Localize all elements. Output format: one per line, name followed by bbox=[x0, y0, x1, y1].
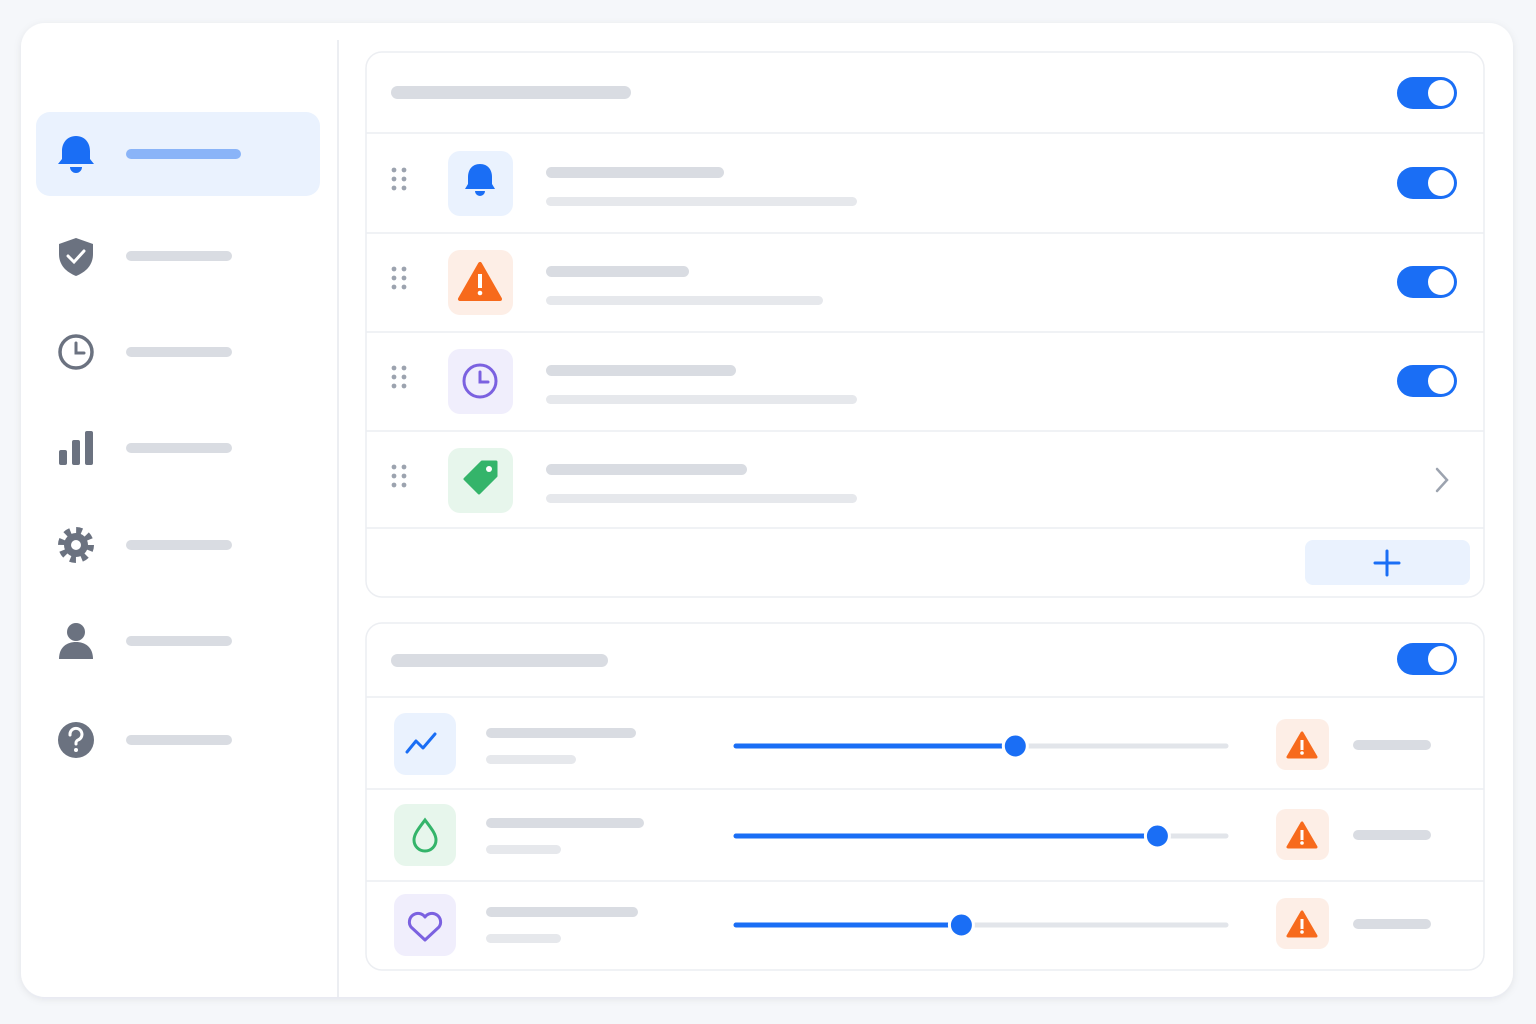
toggle[interactable] bbox=[1397, 167, 1457, 199]
row-title bbox=[546, 167, 724, 178]
nav-item-notifications[interactable] bbox=[36, 112, 320, 196]
drag-dot bbox=[401, 275, 407, 281]
toggle[interactable] bbox=[1397, 266, 1457, 298]
drag-dot bbox=[391, 464, 397, 470]
threshold-panel bbox=[365, 622, 1485, 971]
drag-dot bbox=[391, 266, 397, 272]
row-subtitle bbox=[546, 197, 857, 206]
nav-item-settings[interactable] bbox=[58, 527, 232, 563]
row-title bbox=[546, 464, 747, 475]
drag-dot bbox=[391, 167, 397, 173]
drag-dot bbox=[401, 473, 407, 479]
toggle-knob bbox=[1428, 646, 1454, 672]
list-row bbox=[391, 266, 823, 305]
drag-dot bbox=[401, 365, 407, 371]
slider-thumb[interactable] bbox=[1143, 822, 1171, 850]
row-title bbox=[486, 818, 644, 828]
nav-item-stats[interactable] bbox=[59, 431, 232, 465]
drag-dot bbox=[401, 284, 407, 290]
drag-dot bbox=[391, 482, 397, 488]
row-value bbox=[1353, 830, 1431, 840]
nav-item-history[interactable] bbox=[58, 334, 232, 370]
list-row bbox=[391, 464, 857, 503]
list-row bbox=[391, 365, 857, 404]
toggle[interactable] bbox=[1397, 643, 1457, 675]
drag-dot bbox=[391, 185, 397, 191]
row-title bbox=[486, 728, 636, 738]
drag-dot bbox=[401, 383, 407, 389]
row-subtitle bbox=[486, 755, 576, 764]
warning-mark bbox=[1300, 740, 1304, 750]
threshold-row bbox=[486, 719, 1431, 770]
row-value bbox=[1353, 740, 1431, 750]
nav-item-help[interactable] bbox=[58, 722, 232, 758]
row-title bbox=[546, 266, 689, 277]
row-subtitle bbox=[546, 296, 823, 305]
drag-dot bbox=[391, 365, 397, 371]
row-subtitle bbox=[486, 845, 561, 854]
notification-panel bbox=[365, 51, 1485, 598]
row-title bbox=[546, 365, 736, 376]
threshold-row bbox=[486, 898, 1431, 949]
toggle-knob bbox=[1428, 80, 1454, 106]
drag-dot bbox=[401, 185, 407, 191]
toggle-knob bbox=[1428, 170, 1454, 196]
slider-thumb[interactable] bbox=[947, 911, 975, 939]
row-subtitle bbox=[546, 494, 857, 503]
toggle-knob bbox=[1428, 368, 1454, 394]
drag-dot bbox=[401, 266, 407, 272]
warning-dot bbox=[1300, 841, 1304, 845]
drag-dot bbox=[391, 275, 397, 281]
warning-dot bbox=[1300, 930, 1304, 934]
drag-dot bbox=[401, 374, 407, 380]
row-value bbox=[1353, 919, 1431, 929]
drag-dot bbox=[391, 374, 397, 380]
drag-dot bbox=[401, 482, 407, 488]
warning-mark bbox=[1300, 830, 1304, 840]
slider-thumb[interactable] bbox=[1001, 732, 1029, 760]
toggle[interactable] bbox=[1397, 77, 1457, 109]
drag-dot bbox=[401, 464, 407, 470]
row-subtitle bbox=[546, 395, 857, 404]
toggle-knob bbox=[1428, 269, 1454, 295]
drag-dot bbox=[391, 284, 397, 290]
nav-item-security[interactable] bbox=[59, 238, 232, 276]
drag-dot bbox=[391, 176, 397, 182]
drag-dot bbox=[391, 383, 397, 389]
row-title bbox=[486, 907, 638, 917]
drag-dot bbox=[401, 176, 407, 182]
threshold-row bbox=[486, 809, 1431, 860]
sidebar bbox=[36, 112, 320, 758]
toggle[interactable] bbox=[1397, 365, 1457, 397]
warning-mark bbox=[1300, 919, 1304, 929]
warning-dot bbox=[1300, 751, 1304, 755]
chevron[interactable] bbox=[1435, 467, 1449, 493]
add-button[interactable] bbox=[1305, 540, 1470, 585]
drag-dot bbox=[401, 167, 407, 173]
drag-dot bbox=[391, 473, 397, 479]
list-row bbox=[391, 167, 857, 206]
row-subtitle bbox=[486, 934, 561, 943]
nav-item-account[interactable] bbox=[59, 623, 232, 659]
